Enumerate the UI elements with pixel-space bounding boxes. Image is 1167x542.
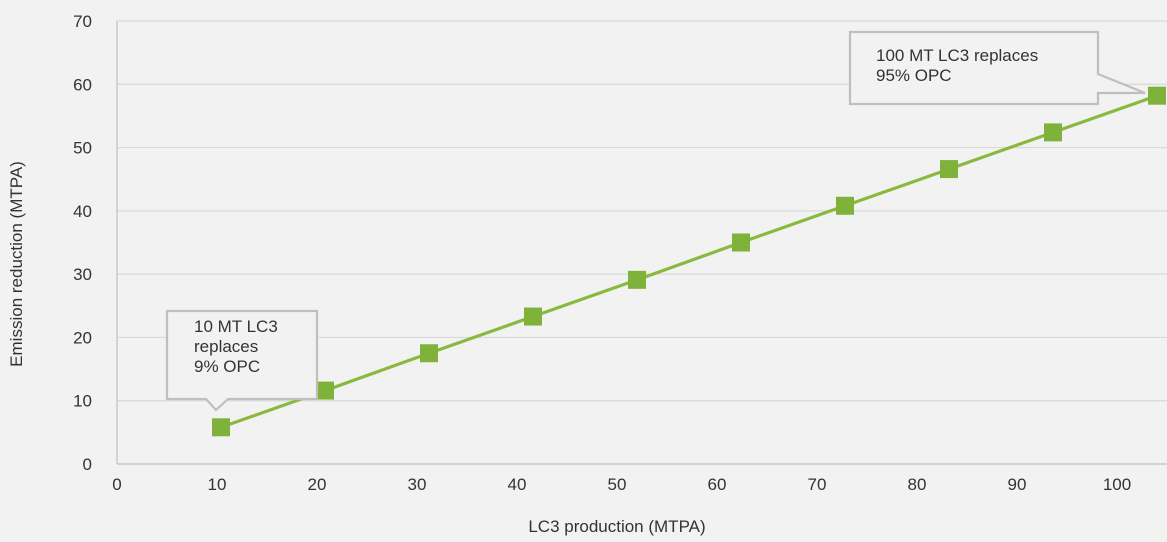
data-point-3	[420, 344, 438, 363]
y-tick-label-20: 20	[73, 328, 92, 347]
callout-100mt-bubble	[848, 30, 1146, 106]
callout-bubbles	[165, 30, 1146, 412]
y-tick-label-50: 50	[73, 139, 92, 158]
data-point-9	[1044, 123, 1062, 142]
x-tick-labels: 0 10 20 30 40 50 60 70 80 90 100	[112, 475, 1131, 494]
series-line	[220, 94, 1158, 429]
x-tick-label-10: 10	[208, 475, 227, 494]
y-tick-label-60: 60	[73, 75, 92, 94]
callout-10mt-text: 10 MT LC3 replaces 9% OPC	[194, 317, 278, 377]
x-tick-label-30: 30	[408, 475, 427, 494]
x-tick-label-60: 60	[708, 475, 727, 494]
y-tick-label-10: 10	[73, 392, 92, 411]
callout-100mt-line-1: 100 MT LC3 replaces	[876, 46, 1039, 65]
x-tick-label-100: 100	[1103, 475, 1131, 494]
x-tick-label-40: 40	[508, 475, 527, 494]
y-tick-label-70: 70	[73, 12, 92, 31]
series	[212, 86, 1166, 437]
x-tick-label-50: 50	[608, 475, 627, 494]
data-point-1	[212, 418, 230, 437]
callout-10mt-line-2: replaces	[194, 337, 259, 356]
callout-100mt-line-2: 95% OPC	[876, 66, 952, 85]
y-tick-labels: 0 10 20 30 40 50 60 70	[73, 12, 92, 474]
y-tick-label-30: 30	[73, 265, 92, 284]
y-tick-label-40: 40	[73, 202, 92, 221]
x-tick-label-80: 80	[908, 475, 927, 494]
data-point-5	[628, 270, 646, 289]
data-point-6	[732, 233, 750, 252]
callout-100mt-text: 100 MT LC3 replaces 95% OPC	[876, 46, 1038, 86]
data-point-10	[1148, 86, 1166, 105]
y-tick-label-0: 0	[83, 455, 92, 474]
data-point-4	[524, 307, 542, 326]
x-axis-title: LC3 production (MTPA)	[528, 517, 705, 536]
x-tick-label-70: 70	[808, 475, 827, 494]
callout-10mt-bubble	[165, 309, 319, 412]
callout-10mt-line-3: 9% OPC	[194, 357, 261, 376]
data-point-7	[836, 196, 854, 215]
x-tick-label-90: 90	[1008, 475, 1027, 494]
x-tick-label-20: 20	[308, 475, 327, 494]
callout-10mt-line-1: 10 MT LC3	[194, 317, 278, 336]
data-point-2	[316, 381, 334, 400]
y-axis-title: Emission reduction (MTPA)	[7, 161, 26, 367]
x-tick-label-0: 0	[112, 475, 121, 494]
data-point-8	[940, 160, 958, 179]
axes	[116, 21, 1167, 465]
